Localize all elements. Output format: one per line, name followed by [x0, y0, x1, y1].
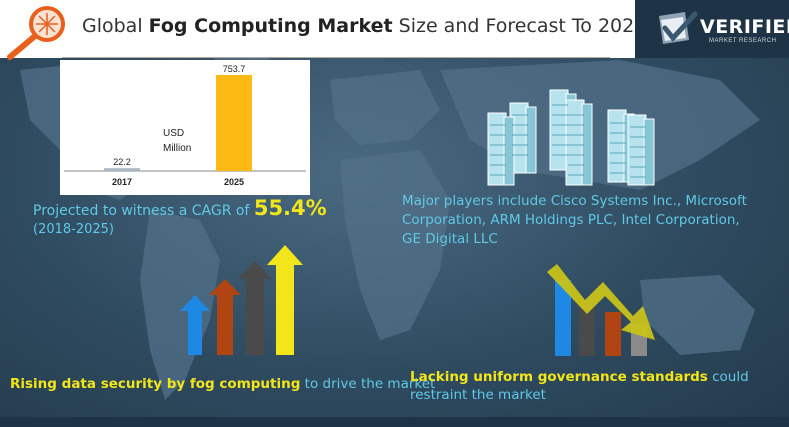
- cagr-period: (2018-2025): [33, 222, 115, 237]
- checkmark-logo-icon: [659, 11, 698, 44]
- header-divider: [62, 57, 610, 58]
- bar-2017: [104, 168, 140, 171]
- major-players-text: Major players include Cisco Systems Inc.…: [402, 193, 747, 247]
- value-label-2025: 753.7: [223, 64, 246, 74]
- bar-2025: [216, 75, 252, 171]
- page-title: Global Fog Computing Market Size and For…: [82, 15, 647, 37]
- cagr-value: 55.4%: [253, 196, 327, 220]
- category-label-2025: 2025: [224, 177, 244, 187]
- category-label-2017: 2017: [112, 177, 132, 187]
- chart-panel: [60, 60, 310, 195]
- buildings-icon: [487, 89, 655, 186]
- unit-label-line2: Million: [163, 143, 191, 154]
- declining-bars-icon: [547, 264, 655, 356]
- market-driver-text: Rising data security by fog computing to…: [10, 376, 436, 392]
- rising-arrows-icon: [180, 245, 303, 355]
- market-size-bar-chart: 22.2 753.7 2017 2025 USD Million: [64, 64, 306, 187]
- logo-name: VERIFIED: [700, 16, 789, 38]
- logo-tagline: MARKET RESEARCH: [709, 38, 777, 44]
- unit-label-line1: USD: [163, 128, 184, 139]
- magnifier-icon: [7, 6, 65, 60]
- cagr-statement: Projected to witness a CAGR of 55.4%: [33, 196, 327, 220]
- market-restraint-text: Lacking uniform governance standards cou…: [410, 369, 749, 403]
- value-label-2017: 22.2: [113, 157, 131, 167]
- footer-bar: [0, 417, 789, 427]
- logo-block: [635, 0, 789, 58]
- header-bar: [0, 0, 635, 58]
